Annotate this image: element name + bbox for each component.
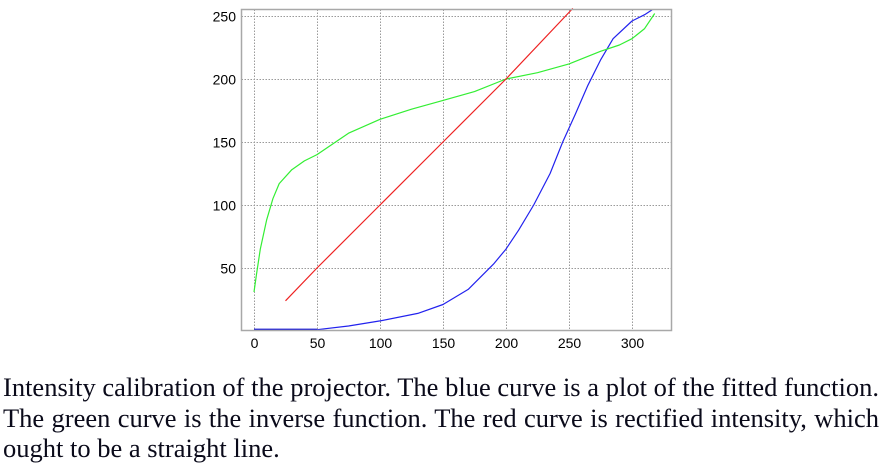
x-tick-label: 100 xyxy=(369,335,393,351)
grid-lines xyxy=(241,9,672,331)
x-tick-label: 50 xyxy=(310,335,326,351)
x-tick-label: 150 xyxy=(432,335,456,351)
x-tick-label: 200 xyxy=(495,335,519,351)
series-line xyxy=(254,9,653,331)
tick-labels: 0 50 100 150 200 250 300 50 100 150 200 250 xyxy=(213,9,645,352)
y-tick-label: 250 xyxy=(213,9,237,25)
axes-frame xyxy=(240,8,673,332)
x-tick-label: 0 xyxy=(251,335,259,351)
chart: 0 50 100 150 200 250 300 50 100 150 200 250 xyxy=(213,7,673,352)
y-tick-label: 200 xyxy=(213,72,237,88)
series-line xyxy=(253,13,656,292)
y-tick-label: 150 xyxy=(213,135,237,151)
x-tick-label: 300 xyxy=(621,335,645,351)
x-tick-label: 250 xyxy=(558,335,582,351)
figure-caption: Intensity calibration of the projector. … xyxy=(3,372,879,463)
y-tick-label: 50 xyxy=(220,261,236,277)
plot-area: 0 50 100 150 200 250 300 50 100 150 200 250 xyxy=(213,7,673,352)
series-line xyxy=(285,7,574,302)
y-tick-label: 100 xyxy=(213,198,237,214)
data-series xyxy=(253,7,656,331)
